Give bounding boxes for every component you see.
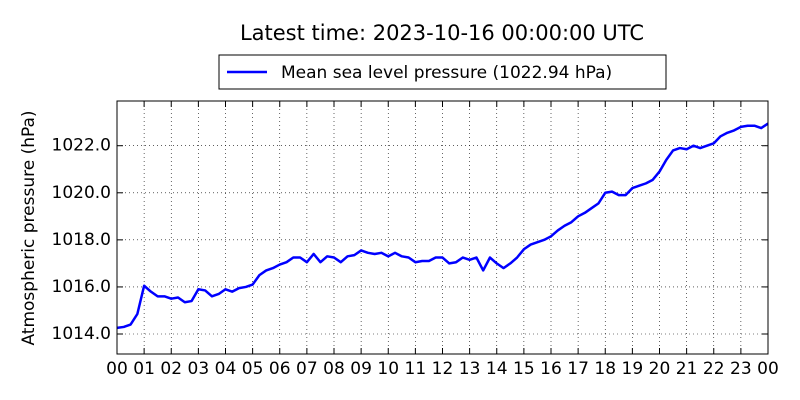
x-tick-label: 13 [459, 359, 481, 379]
chart-title: Latest time: 2023-10-16 00:00:00 UTC [240, 21, 644, 45]
x-tick-label: 09 [350, 359, 372, 379]
x-tick-label: 07 [296, 359, 318, 379]
y-axis-label: Atmospheric pressure (hPa) [19, 110, 39, 345]
legend-box [218, 54, 667, 90]
x-tick-label: 00 [757, 359, 779, 379]
x-tick-label: 15 [513, 359, 535, 379]
x-tick-label: 16 [540, 359, 562, 379]
x-tick-label: 00 [106, 359, 128, 379]
x-tick-label: 12 [432, 359, 454, 379]
x-tick-label: 19 [622, 359, 644, 379]
x-tick-label: 10 [377, 359, 399, 379]
x-tick-label: 03 [188, 359, 210, 379]
y-tick-label: 1020.0 [52, 183, 111, 203]
x-tick-label: 06 [269, 359, 291, 379]
legend-label: Mean sea level pressure (1022.94 hPa) [281, 63, 612, 83]
x-tick-label: 14 [486, 359, 508, 379]
x-tick-label: 04 [215, 359, 237, 379]
x-tick-label: 08 [323, 359, 345, 379]
x-tick-label: 17 [567, 359, 589, 379]
x-tick-label: 02 [160, 359, 182, 379]
y-tick-label: 1022.0 [52, 136, 111, 156]
x-tick-label: 01 [133, 359, 155, 379]
x-tick-label: 05 [242, 359, 264, 379]
line [116, 122, 769, 330]
x-tick-label: 20 [649, 359, 671, 379]
x-tick-label: 21 [676, 359, 698, 379]
x-tick-label: 22 [703, 359, 725, 379]
x-tick-label: 23 [730, 359, 752, 379]
y-tick-label: 1016.0 [52, 277, 111, 297]
x-tick-label: 11 [405, 359, 427, 379]
plot-frame [116, 100, 769, 355]
x-tick-label: 18 [594, 359, 616, 379]
y-tick-label: 1018.0 [52, 230, 111, 250]
y-tick-label: 1014.0 [52, 324, 111, 344]
